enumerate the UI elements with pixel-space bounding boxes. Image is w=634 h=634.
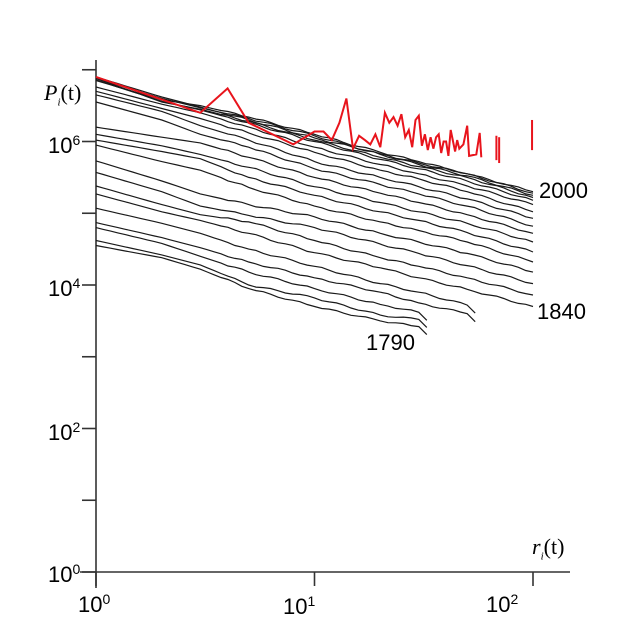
x-axis-title-sub: i	[540, 550, 544, 563]
tick-marks	[82, 68, 534, 586]
y-tick-label-1e0: 100	[48, 561, 81, 587]
y-tick-label-1e4: 104	[48, 275, 81, 301]
census-curve-1920	[95, 101, 534, 227]
census-curve-1790	[95, 244, 428, 336]
census-year-curves	[95, 76, 534, 336]
census-curve-1900	[95, 133, 534, 243]
census-curve-1850	[95, 185, 534, 296]
annotation-2000: 2000	[539, 178, 588, 203]
annotation-1790: 1790	[366, 330, 415, 355]
census-curve-1930	[95, 94, 534, 219]
x-axis-title-var: r	[532, 534, 541, 559]
census-curve-1840	[95, 193, 534, 308]
x-tick-label-1e2: 102	[486, 591, 519, 617]
y-tick-label-1e2: 102	[48, 419, 81, 445]
census-curve-1870	[95, 160, 534, 273]
census-curve-1860	[95, 171, 534, 285]
census-curve-1980	[95, 79, 534, 194]
y-axis-title-arg: (t)	[60, 80, 82, 105]
x-tick-label-1e0: 100	[78, 591, 111, 617]
census-curve-1830	[95, 207, 476, 314]
year-2000-rank-trajectory	[95, 75, 534, 164]
y-axis-title: Pi(t)	[44, 80, 81, 108]
x-tick-label-1e1: 101	[283, 593, 316, 619]
y-axis-title-var: P	[44, 80, 58, 105]
census-curve-1950	[95, 86, 534, 206]
census-curve-1890	[95, 139, 534, 253]
y-tick-label-1e6: 106	[48, 132, 81, 158]
census-curve-1810	[95, 227, 428, 321]
census-curve-1910	[95, 126, 534, 234]
census-curve-1800	[95, 239, 428, 328]
y-axis-title-sub: i	[57, 96, 61, 109]
annotation-1840: 1840	[537, 299, 586, 324]
x-axis-title: ri(t)	[532, 534, 564, 562]
x-axis-title-arg: (t)	[543, 534, 565, 559]
census-curve-1880	[95, 144, 534, 263]
census-curve-1820	[95, 222, 476, 323]
census-curve-1940	[95, 90, 534, 213]
red-trajectory-line	[95, 75, 483, 158]
